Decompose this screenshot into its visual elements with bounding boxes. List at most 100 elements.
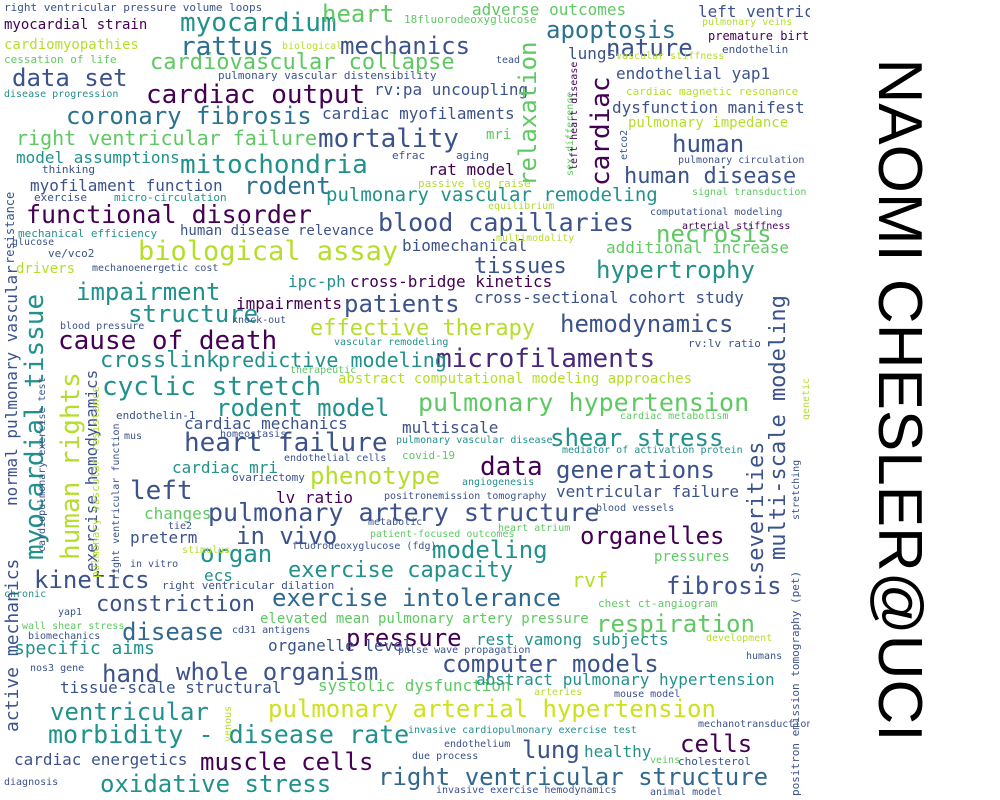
cloud-word: mouse model: [614, 689, 681, 700]
cloud-word: metabolic: [368, 517, 423, 528]
cloud-word: yap1: [58, 607, 83, 618]
cloud-word: knock-out: [232, 315, 287, 326]
cloud-word: changes: [144, 504, 212, 523]
vertical-word: multi-scale modeling: [766, 295, 791, 560]
cloud-word: exercise: [34, 191, 87, 204]
vertical-word: genetic: [801, 377, 810, 420]
cloud-word: fibrosis: [666, 572, 782, 600]
cloud-word: oxidative stress: [100, 770, 332, 798]
cloud-word: cardiac magnetic resonance: [626, 85, 799, 98]
cloud-word: invasive cardiopulmonary exercise test: [408, 725, 637, 736]
cloud-word: specific aims: [14, 638, 155, 659]
cloud-word: left ventricle: [698, 2, 810, 21]
cloud-word: patient-focused outcomes: [370, 529, 515, 540]
cloud-word: systolic dysfunction: [318, 676, 511, 695]
cloud-word: ve/vco2: [48, 247, 95, 260]
cloud-word: pressures: [654, 549, 730, 565]
cloud-word: heart atrium: [498, 523, 571, 534]
cloud-word: organ: [200, 540, 273, 568]
cloud-word: premature birth: [708, 29, 810, 43]
cloud-word: pulmonary artery structure: [208, 498, 600, 527]
cloud-word: animal model: [650, 787, 723, 798]
cloud-word: fluorodeoxyglucose (fdg): [292, 541, 437, 552]
cloud-word: development: [706, 633, 773, 644]
cloud-word: pulmonary veins: [702, 17, 793, 28]
cloud-word: therapeutic: [290, 365, 357, 376]
cloud-word: vascular stiffness: [616, 51, 725, 62]
cloud-word: predictive modeling: [218, 348, 447, 372]
cloud-word: shear stress: [550, 424, 724, 452]
vertical-word: venous: [223, 705, 234, 742]
cloud-word: rvf: [572, 568, 609, 592]
cloud-word: equilibrium: [488, 201, 555, 212]
cloud-word: respiration: [596, 610, 755, 638]
cloud-word: left: [130, 476, 193, 506]
cloud-word: endothelium: [444, 739, 511, 750]
cloud-word: blood vessels: [596, 503, 675, 514]
cloud-word: multimodality: [496, 233, 575, 244]
cloud-word: stimulus: [182, 545, 231, 556]
cloud-word: micro-circulation: [114, 191, 227, 204]
cloud-word: cardiovascular collapse: [150, 50, 455, 75]
cloud-word: myocardium: [180, 8, 337, 38]
cloud-word: cessation of life: [4, 53, 117, 66]
cloud-word: tead: [496, 55, 521, 66]
cloud-word: rattus: [180, 32, 274, 62]
cloud-word: data set: [12, 64, 128, 92]
cloud-word: right ventricular dilation: [162, 579, 335, 592]
cloud-word: ovariectomy: [232, 471, 305, 484]
cloud-word: cause of death: [58, 326, 278, 356]
cloud-word: ecs: [204, 566, 233, 585]
cloud-word: mechanical efficiency: [18, 227, 158, 240]
cloud-word: generations: [556, 456, 715, 484]
cloud-word: covid-19: [402, 449, 455, 462]
cloud-word: data: [480, 452, 543, 482]
cloud-word: cholesterol: [678, 755, 751, 768]
cloud-word: human: [672, 130, 745, 158]
cloud-word: cardiac energetics: [14, 750, 188, 769]
cloud-word: rv:lv ratio: [688, 337, 761, 350]
cloud-word: cardiac mri: [172, 458, 278, 477]
cloud-word: lv ratio: [276, 488, 354, 507]
cloud-word: pulmonary vascular disease: [396, 435, 553, 446]
cloud-word: biomechanics: [28, 631, 101, 642]
cloud-word: cardiac mechanics: [184, 414, 348, 433]
cloud-word: blood capillaries: [378, 208, 634, 237]
vertical-word: relaxation: [514, 41, 542, 187]
cloud-word: humans: [746, 651, 783, 662]
cloud-word: ventricular failure: [556, 482, 740, 501]
cloud-word: due process: [412, 751, 479, 762]
cloud-word: mri: [486, 127, 512, 143]
cloud-word: rat model: [428, 160, 515, 179]
cloud-word: efrac: [392, 149, 426, 162]
cloud-word: biomechanical: [402, 236, 528, 255]
vertical-word: etco2: [619, 129, 630, 160]
vertical-word: normal pulmonary vascular: [2, 265, 21, 506]
cloud-word: rv:pa uncoupling: [374, 80, 529, 99]
cloud-word: heart failure: [184, 428, 388, 458]
cloud-word: pulmonary impedance: [628, 115, 789, 131]
cloud-word: nature: [606, 34, 693, 62]
cloud-word: rest vamong subjects: [476, 630, 669, 649]
cloud-word: hemodynamics: [560, 310, 734, 338]
cloud-word: human disease: [624, 164, 797, 189]
vertical-word: stretching: [791, 459, 802, 520]
cloud-word: computational modeling: [650, 207, 783, 218]
cloud-word: passive leg raise: [418, 177, 531, 190]
cloud-word: muscle cells: [200, 748, 374, 776]
cloud-word: mus: [124, 431, 143, 442]
cloud-word: computer models: [442, 650, 659, 678]
cloud-word: lungs: [568, 44, 617, 63]
cloud-word: cells: [680, 730, 753, 758]
cloud-word: cyclic stretch: [102, 372, 322, 402]
cloud-word: diagnosis: [4, 777, 59, 788]
cloud-word: dysfunction manifest: [612, 98, 805, 117]
cloud-word: cardiomyopathies: [4, 37, 139, 53]
cloud-word: effective therapy: [310, 316, 536, 341]
cloud-word: rodent: [244, 172, 331, 200]
cloud-word: pulmonary arterial hypertension: [268, 695, 716, 723]
vertical-word: human rights: [56, 372, 86, 560]
cloud-word: apoptosis: [546, 16, 677, 44]
cloud-word: angiogenesis: [462, 477, 535, 488]
cloud-word: biological assay: [138, 236, 399, 267]
